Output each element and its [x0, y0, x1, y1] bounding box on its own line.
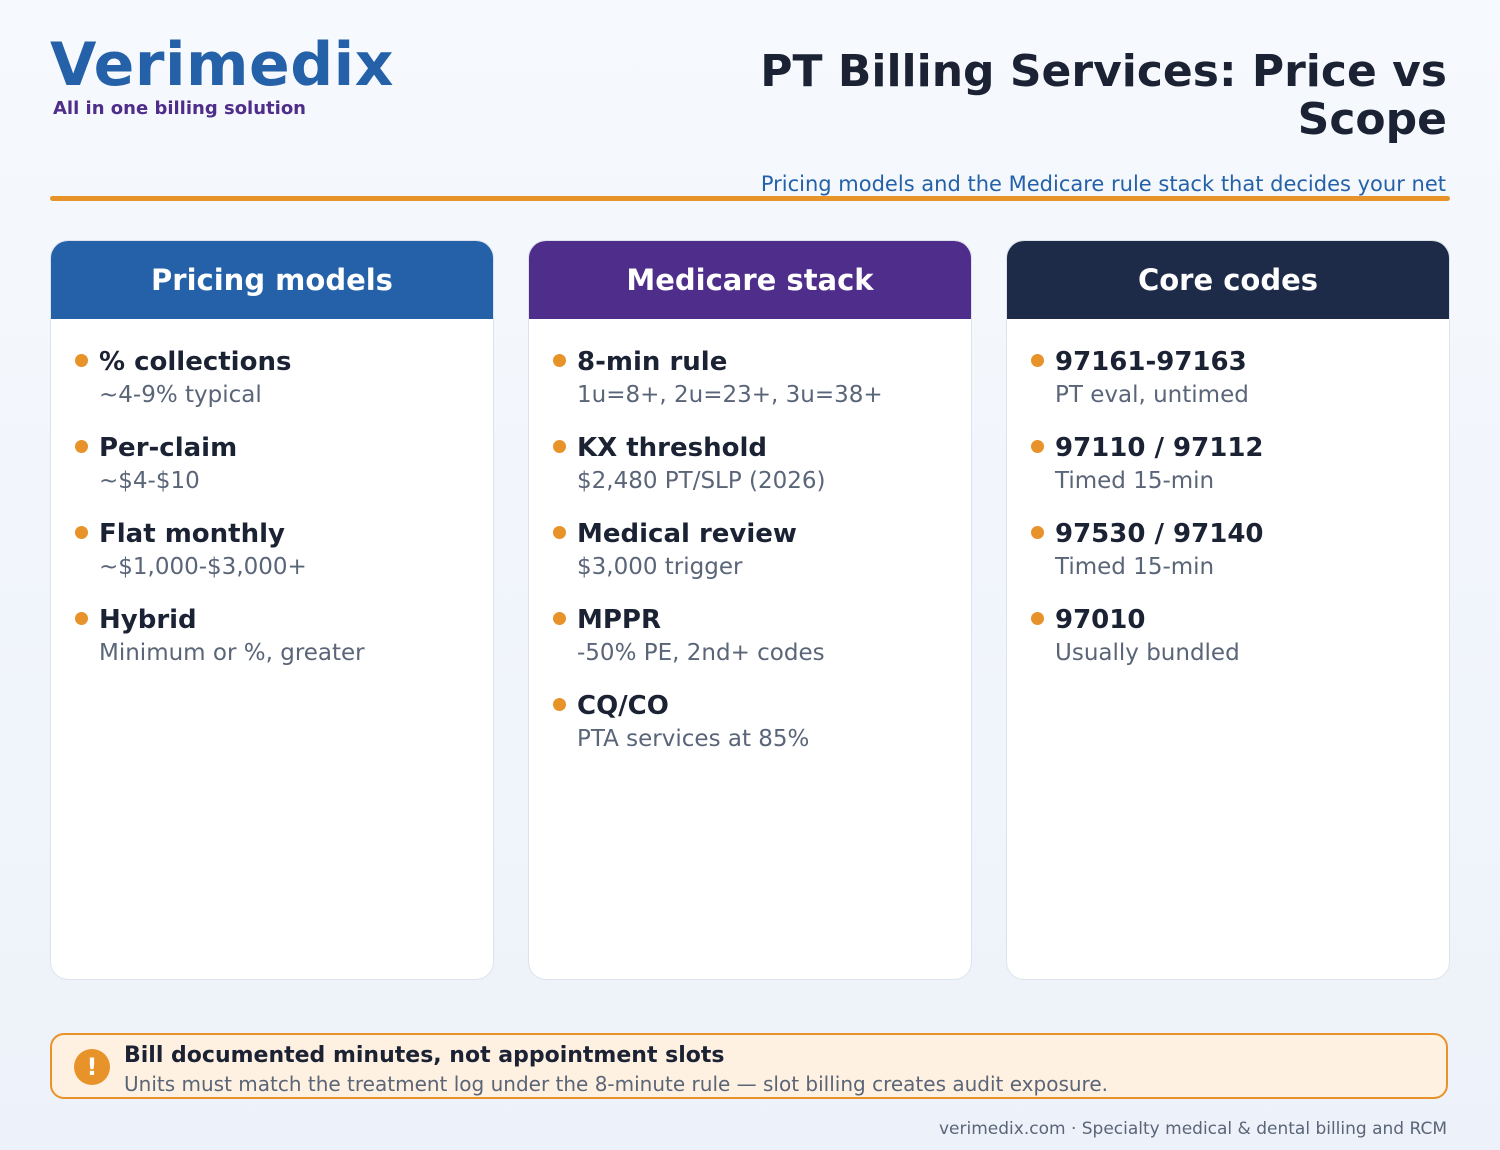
- list-item: % collections ~4-9% typical: [75, 345, 469, 411]
- list-item: Per-claim ~$4-$10: [75, 431, 469, 497]
- bullet-icon: [553, 612, 566, 625]
- list-item: KX threshold $2,480 PT/SLP (2026): [553, 431, 947, 497]
- bullet-icon: [75, 354, 88, 367]
- page-subtitle: Pricing models and the Medicare rule sta…: [760, 172, 1446, 196]
- item-title: 97010: [1055, 605, 1146, 635]
- list-item: Medical review $3,000 trigger: [553, 517, 947, 583]
- item-description: Timed 15-min: [1055, 468, 1215, 494]
- bullet-icon: [1031, 612, 1044, 625]
- item-description: ~$4-$10: [99, 468, 200, 494]
- item-title: Per-claim: [99, 433, 238, 463]
- item-title: 97161-97163: [1055, 347, 1247, 377]
- item-title: Medical review: [577, 519, 797, 549]
- page-title: PT Billing Services: Price vs Scope: [760, 46, 1447, 145]
- bullet-icon: [553, 698, 566, 711]
- item-description: PTA services at 85%: [577, 726, 810, 752]
- list-item: 97161-97163 PT eval, untimed: [1031, 345, 1425, 411]
- item-title: 97110 / 97112: [1055, 433, 1264, 463]
- item-description: Minimum or %, greater: [99, 640, 365, 666]
- item-description: ~$1,000-$3,000+: [99, 554, 307, 580]
- footer-text: verimedix.com · Specialty medical & dent…: [939, 1119, 1447, 1139]
- item-title: CQ/CO: [577, 691, 669, 721]
- item-description: PT eval, untimed: [1055, 382, 1249, 408]
- bullet-icon: [75, 440, 88, 453]
- list-item: MPPR -50% PE, 2nd+ codes: [553, 603, 947, 669]
- bullet-icon: [1031, 526, 1044, 539]
- card-header: Pricing models: [51, 241, 493, 319]
- card-pricing-models: Pricing models % collections ~4-9% typic…: [50, 240, 494, 980]
- item-description: 1u=8+, 2u=23+, 3u=38+: [577, 382, 883, 408]
- card-header: Core codes: [1007, 241, 1449, 319]
- callout-text: Units must match the treatment log under…: [124, 1072, 1108, 1096]
- bullet-icon: [553, 526, 566, 539]
- item-description: Timed 15-min: [1055, 554, 1215, 580]
- bullet-icon: [1031, 440, 1044, 453]
- item-description: $2,480 PT/SLP (2026): [577, 468, 826, 494]
- list-item: CQ/CO PTA services at 85%: [553, 689, 947, 755]
- item-title: Flat monthly: [99, 519, 285, 549]
- card-medicare-stack: Medicare stack 8-min rule 1u=8+, 2u=23+,…: [528, 240, 972, 980]
- bullet-icon: [553, 354, 566, 367]
- list-item: Hybrid Minimum or %, greater: [75, 603, 469, 669]
- alert-icon: !: [74, 1049, 110, 1085]
- header-divider: [50, 196, 1450, 201]
- item-title: Hybrid: [99, 605, 197, 635]
- item-description: -50% PE, 2nd+ codes: [577, 640, 825, 666]
- bullet-icon: [553, 440, 566, 453]
- item-description: $3,000 trigger: [577, 554, 743, 580]
- item-title: KX threshold: [577, 433, 768, 463]
- item-description: ~4-9% typical: [99, 382, 262, 408]
- list-item: Flat monthly ~$1,000-$3,000+: [75, 517, 469, 583]
- item-title: MPPR: [577, 605, 662, 635]
- card-core-codes: Core codes 97161-97163 PT eval, untimed …: [1006, 240, 1450, 980]
- brand-logo: Verimedix: [50, 30, 394, 100]
- bullet-icon: [75, 612, 88, 625]
- list-item: 97010 Usually bundled: [1031, 603, 1425, 669]
- warning-callout: ! Bill documented minutes, not appointme…: [50, 1033, 1448, 1099]
- item-description: Usually bundled: [1055, 640, 1240, 666]
- item-title: % collections: [99, 347, 292, 377]
- list-item: 97110 / 97112 Timed 15-min: [1031, 431, 1425, 497]
- bullet-icon: [75, 526, 88, 539]
- bullet-icon: [1031, 354, 1044, 367]
- brand-tagline: All in one billing solution: [53, 98, 306, 119]
- item-title: 97530 / 97140: [1055, 519, 1264, 549]
- list-item: 8-min rule 1u=8+, 2u=23+, 3u=38+: [553, 345, 947, 411]
- brand: Verimedix All in one billing solution: [50, 30, 394, 119]
- list-item: 97530 / 97140 Timed 15-min: [1031, 517, 1425, 583]
- callout-title: Bill documented minutes, not appointment…: [124, 1043, 725, 1068]
- item-title: 8-min rule: [577, 347, 728, 377]
- card-header: Medicare stack: [529, 241, 971, 319]
